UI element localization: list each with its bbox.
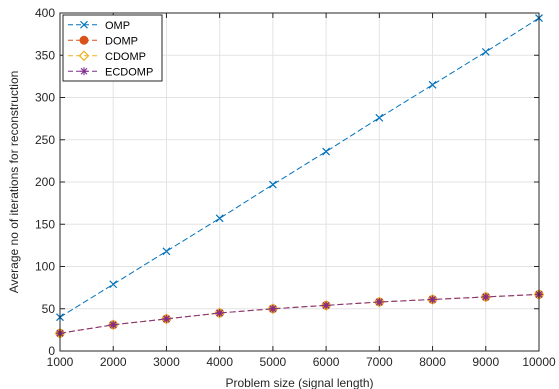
x-tick-label: 5000 <box>260 355 287 369</box>
y-tick-label: 200 <box>35 175 55 189</box>
series-line-omp <box>59 17 540 318</box>
legend-item: CDOMP <box>68 50 146 63</box>
legend-item: OMP <box>68 20 130 32</box>
y-tick-label: 400 <box>35 6 55 20</box>
data-point-cdomp <box>427 294 438 305</box>
legend-label: OMP <box>105 20 130 32</box>
y-tick-label: 150 <box>35 217 55 231</box>
legend-label: CDOMP <box>105 51 146 63</box>
data-point-cdomp <box>480 291 492 303</box>
diamond-marker-shape <box>267 303 279 315</box>
x-tick-label: 8000 <box>419 355 446 369</box>
legend-box <box>62 14 163 82</box>
x-tick-label: 3000 <box>153 355 180 369</box>
data-point-ecdomp <box>109 320 118 329</box>
x-tick-label: 7000 <box>366 355 393 369</box>
x-marker-shape <box>109 280 118 289</box>
diamond-marker-shape <box>161 313 172 325</box>
star-marker-shape <box>375 297 384 306</box>
data-point-cdomp <box>161 313 172 325</box>
legend-marker <box>79 35 89 45</box>
diamond-marker-shape <box>373 296 385 308</box>
x-tick-label: 2000 <box>100 355 127 369</box>
x-tick-label: 10000 <box>522 355 556 369</box>
star-marker-shape <box>80 67 88 76</box>
x-tick-label: 1000 <box>47 355 74 369</box>
series-line-ecdomp <box>59 293 540 334</box>
star-marker-shape <box>162 314 171 323</box>
y-tick-label: 350 <box>35 48 55 62</box>
legend-item: DOMP <box>68 35 138 47</box>
legend-marker <box>78 50 90 62</box>
y-tick-label: 50 <box>42 302 56 316</box>
data-point-ecdomp <box>268 304 277 313</box>
data-point-omp <box>215 214 224 223</box>
star-marker-shape <box>268 304 277 313</box>
data-point-ecdomp <box>215 308 224 317</box>
data-point-omp <box>481 47 490 56</box>
star-marker-shape <box>322 301 331 310</box>
y-tick-label: 250 <box>35 133 55 147</box>
legend-marker <box>80 20 88 29</box>
diamond-marker-shape <box>320 300 332 311</box>
data-point-ecdomp <box>322 301 331 310</box>
diamond-marker-shape <box>427 294 438 305</box>
legend-label: DOMP <box>105 35 138 47</box>
data-point-omp <box>428 80 437 89</box>
data-point-ecdomp <box>375 297 384 306</box>
data-point-cdomp <box>107 319 119 331</box>
x-tick-label: 4000 <box>206 355 233 369</box>
diamond-marker-shape <box>480 291 492 303</box>
data-point-ecdomp <box>481 292 490 301</box>
tick-layer: 1000 2000 3000 4000 5000 6000 7000 8000 9000 1000… <box>35 6 556 369</box>
y-tick-label: 0 <box>48 344 55 358</box>
legend-marker <box>80 67 88 76</box>
data-point-omp <box>109 280 118 289</box>
x-marker-shape <box>375 113 384 122</box>
x-marker-shape <box>428 80 437 89</box>
diamond-marker-shape <box>78 50 90 62</box>
x-marker-shape <box>481 47 490 56</box>
data-point-omp <box>162 247 171 256</box>
data-point-cdomp <box>373 296 385 308</box>
y-axis-title: Average no of iterations for reconstruct… <box>7 71 21 294</box>
star-marker-shape <box>109 320 118 329</box>
x-axis-title: Problem size (signal length) <box>225 376 373 389</box>
star-marker-shape <box>428 295 437 304</box>
star-marker-shape <box>481 292 490 301</box>
data-point-cdomp <box>320 300 332 311</box>
x-marker-shape <box>162 247 171 256</box>
diamond-marker-shape <box>107 319 119 331</box>
star-marker-shape <box>215 308 224 317</box>
data-point-omp <box>375 113 384 122</box>
legend: OMP DOMP CDOMP ECDOMP <box>62 14 163 82</box>
x-tick-label: 6000 <box>313 355 340 369</box>
x-marker-shape <box>80 20 88 29</box>
legend-label: ECDOMP <box>105 66 153 78</box>
y-tick-label: 300 <box>35 91 55 105</box>
x-marker-shape <box>268 180 277 189</box>
x-marker-shape <box>215 214 224 223</box>
y-tick-label: 100 <box>35 260 55 274</box>
data-point-ecdomp <box>428 295 437 304</box>
data-point-ecdomp <box>162 314 171 323</box>
x-tick-label: 9000 <box>472 355 499 369</box>
data-point-cdomp <box>267 303 279 315</box>
data-point-cdomp <box>214 307 226 319</box>
x-marker-shape <box>322 147 331 156</box>
legend-item: ECDOMP <box>68 66 153 78</box>
circle-marker-shape <box>79 35 89 45</box>
data-point-omp <box>268 180 277 189</box>
series-layer <box>54 14 545 339</box>
data-point-omp <box>322 147 331 156</box>
diamond-marker-shape <box>214 307 226 319</box>
